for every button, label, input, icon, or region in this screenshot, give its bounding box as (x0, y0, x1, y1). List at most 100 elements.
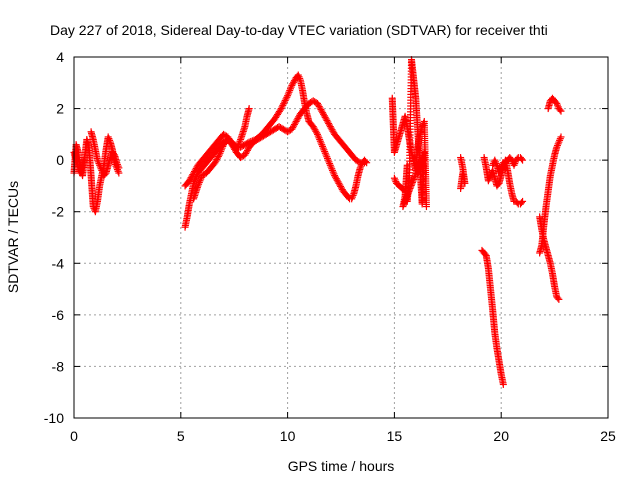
data-point-marker (553, 142, 561, 150)
data-point-marker (214, 154, 222, 162)
data-point-marker (555, 295, 563, 303)
data-point-marker (315, 134, 323, 142)
data-point-marker (556, 136, 564, 144)
data-point-marker (291, 119, 299, 127)
data-point-marker (212, 157, 220, 165)
data-point-marker (197, 175, 205, 183)
data-point-marker (314, 130, 322, 138)
data-point-marker (190, 169, 198, 177)
data-point-marker (326, 161, 334, 169)
data-point-marker (320, 112, 328, 120)
data-point-marker (519, 197, 527, 205)
data-point-marker (316, 136, 324, 144)
data-point-marker (326, 123, 334, 131)
plot-frame (73, 56, 609, 419)
data-point-marker (355, 158, 363, 166)
data-point-marker (485, 175, 493, 183)
y-tick-label: -6 (52, 307, 65, 323)
data-point-marker (217, 146, 225, 154)
data-point-marker (188, 172, 196, 180)
data-point-marker (403, 161, 411, 169)
data-point-marker (327, 124, 335, 132)
data-point-marker (325, 158, 333, 166)
data-point-marker (390, 174, 398, 182)
axis-ticks: 0 5 10 15 20 25 -10 -8 -6 -4 -2 0 2 4 (44, 49, 616, 444)
data-point-marker (276, 106, 284, 114)
data-point-marker (333, 176, 341, 184)
data-point-marker (294, 71, 302, 79)
data-point-marker (496, 167, 504, 175)
data-point-marker (245, 105, 253, 113)
data-point-marker (323, 154, 331, 162)
data-point-marker (243, 148, 251, 156)
data-point-marker (191, 176, 199, 184)
x-tick-label: 10 (280, 428, 296, 444)
data-point-marker (348, 195, 356, 203)
data-point-marker (213, 156, 221, 164)
data-point-marker (360, 159, 368, 167)
y-tick-label: 4 (56, 49, 64, 65)
data-point-marker (486, 173, 494, 181)
data-point-marker (557, 133, 565, 141)
data-point-marker (321, 113, 329, 121)
data-point-marker (349, 191, 357, 199)
data-point-marker (310, 124, 318, 132)
data-point-marker (422, 203, 430, 211)
data-point-marker (195, 178, 203, 186)
data-point-marker (186, 175, 194, 183)
data-point-marker (326, 160, 334, 168)
y-tick-label: 2 (56, 101, 64, 117)
data-point-marker (293, 116, 301, 124)
data-point-marker (285, 88, 293, 96)
data-point-marker (329, 127, 337, 135)
data-point-marker (313, 129, 321, 137)
data-point-marker (329, 168, 337, 176)
data-point-marker (391, 176, 399, 184)
data-point-marker (280, 98, 288, 106)
data-point-marker (314, 99, 322, 107)
data-point-marker (495, 169, 503, 177)
data-point-marker (93, 156, 101, 164)
data-point-marker (290, 121, 298, 129)
data-point-marker (319, 144, 327, 152)
data-point-marker (296, 74, 304, 82)
data-point-marker (318, 142, 326, 150)
data-point-marker (232, 146, 240, 154)
grid-lines (74, 57, 608, 418)
data-point-marker (519, 156, 527, 164)
data-point-marker (318, 141, 326, 149)
data-point-marker (319, 110, 327, 118)
data-point-marker (218, 144, 226, 152)
data-point-marker (311, 126, 319, 134)
data-point-marker (337, 182, 345, 190)
data-point-marker (553, 143, 561, 151)
data-point-marker (457, 185, 465, 193)
data-point-marker (105, 135, 113, 143)
data-point-marker (211, 159, 219, 167)
data-point-marker (319, 109, 327, 117)
data-point-marker (492, 160, 500, 168)
data-point-marker (290, 77, 298, 85)
data-point-marker (337, 184, 345, 192)
data-point-marker (194, 182, 202, 190)
data-point-marker (322, 115, 330, 123)
data-point-marker (281, 97, 289, 105)
data-point-marker (498, 162, 506, 170)
x-axis-label: GPS time / hours (288, 458, 395, 474)
data-point-marker (295, 73, 303, 81)
data-point-marker (216, 149, 224, 157)
data-point-marker (243, 146, 251, 154)
data-point-marker (492, 158, 500, 166)
data-point-marker (362, 157, 370, 165)
data-point-marker (357, 162, 365, 170)
data-point-marker (284, 92, 292, 100)
data-point-marker (322, 151, 330, 159)
data-point-marker (316, 104, 324, 112)
data-point-marker (288, 81, 296, 89)
y-tick-label: -2 (52, 204, 65, 220)
data-point-marker (321, 149, 329, 157)
data-point-marker (294, 114, 302, 122)
data-point-marker (286, 85, 294, 93)
data-point-marker (517, 155, 525, 163)
data-point-marker (217, 148, 225, 156)
